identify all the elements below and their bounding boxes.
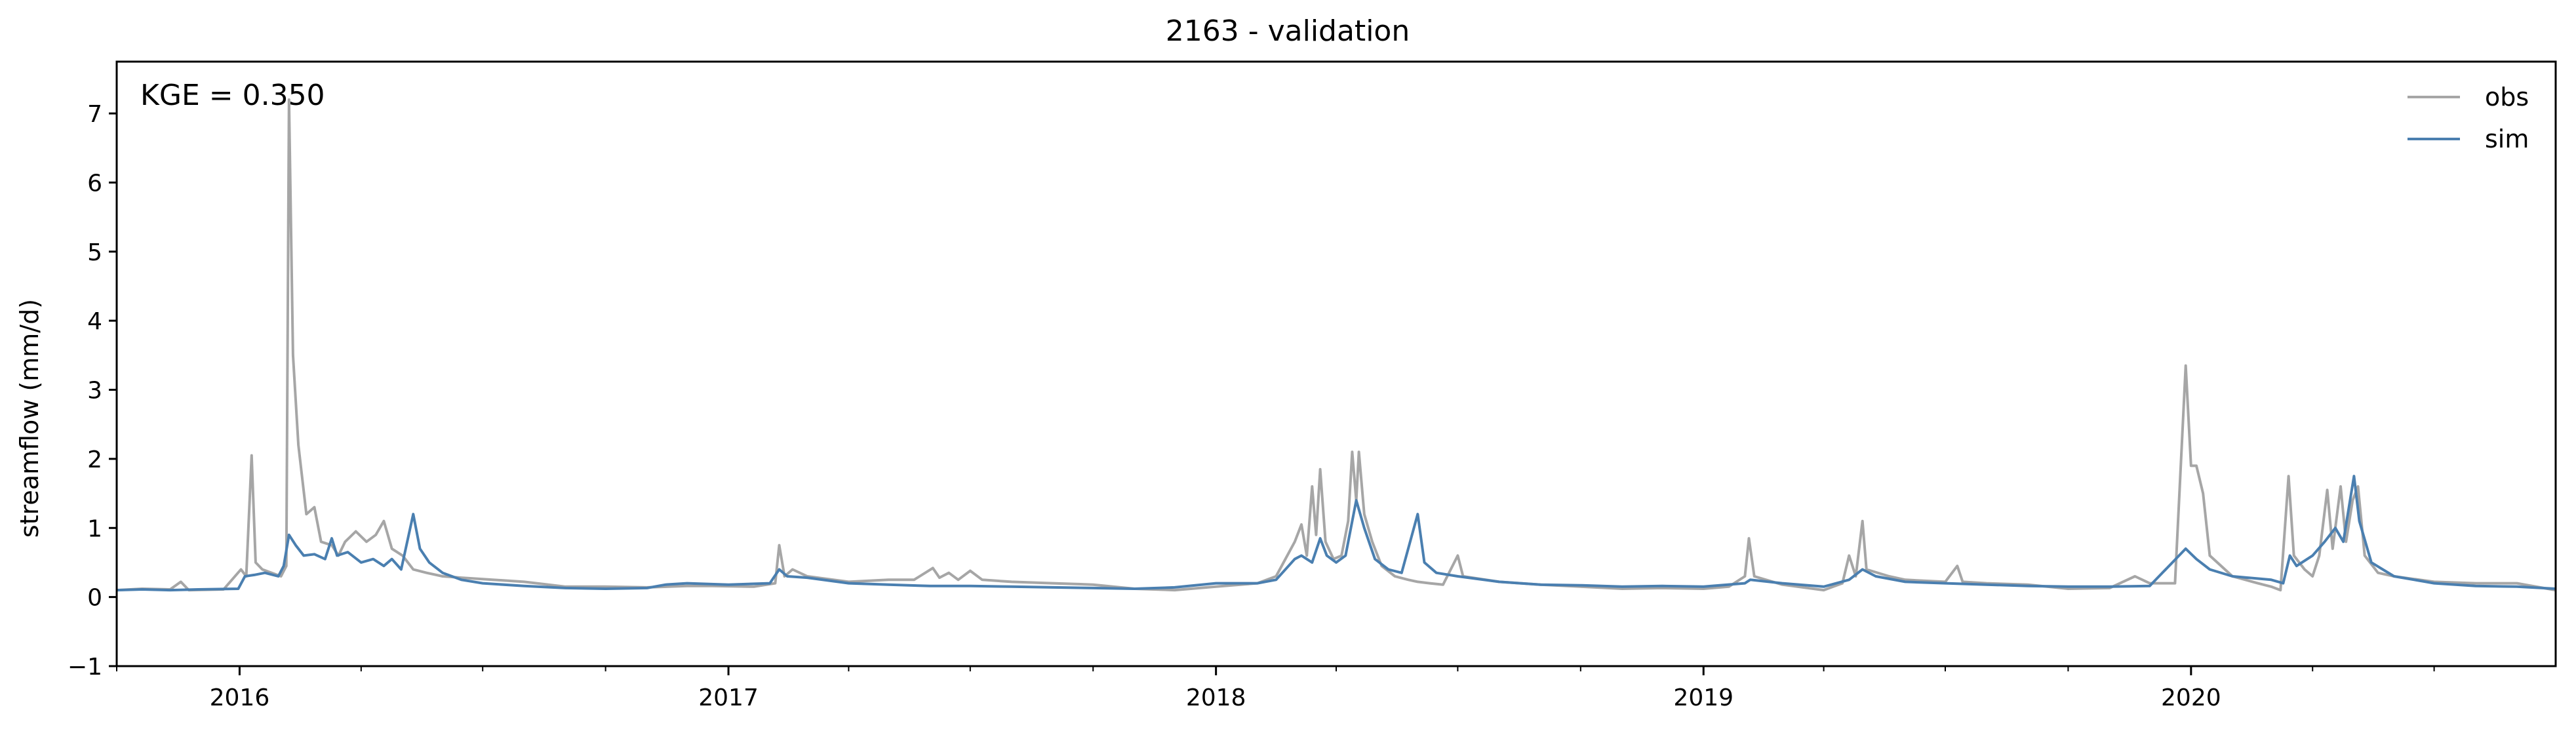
- y-tick-label: 6: [87, 170, 102, 197]
- x-tick-label: 2017: [698, 684, 759, 711]
- y-axis-ticks: −1 0 1 2 3 4 5 6 7: [68, 101, 117, 681]
- x-tick-label: 2016: [210, 684, 270, 711]
- y-tick-label: 7: [87, 101, 102, 128]
- series-layer: [116, 98, 2556, 592]
- x-tick-label: 2019: [1673, 684, 1734, 711]
- y-tick-label: 5: [87, 239, 102, 266]
- legend: obs sim: [2408, 83, 2529, 153]
- x-tick-label: 2020: [2161, 684, 2221, 711]
- x-tick-label: 2018: [1186, 684, 1246, 711]
- chart-title: 2163 - validation: [1166, 14, 1410, 48]
- y-tick-label: 4: [87, 308, 102, 335]
- plot-frame: [115, 60, 2557, 667]
- y-axis-label: streamflow (mm/d): [15, 299, 44, 538]
- x-axis-ticks: 2016 2017 2018 2019 2020: [210, 666, 2221, 711]
- y-tick-label: 3: [87, 378, 102, 405]
- series-line-sim: [116, 475, 2556, 592]
- y-tick-label: 0: [87, 585, 102, 612]
- y-tick-label: −1: [68, 654, 102, 681]
- legend-label: obs: [2485, 83, 2529, 111]
- y-tick-label: 1: [87, 515, 102, 542]
- kge-annotation: KGE = 0.350: [140, 79, 325, 112]
- legend-label: sim: [2485, 125, 2529, 153]
- series-line-obs: [116, 98, 2556, 592]
- y-tick-label: 2: [87, 446, 102, 473]
